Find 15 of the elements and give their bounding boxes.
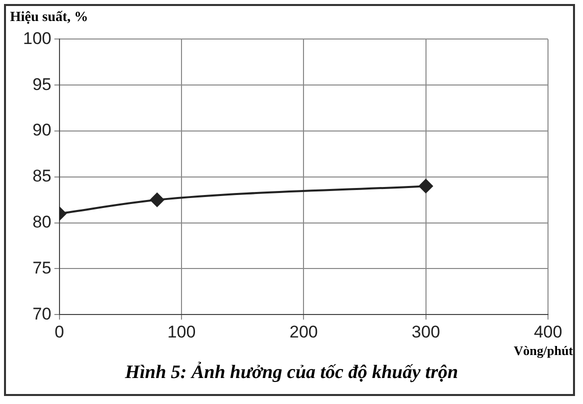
y-tick-label: 85 <box>32 166 52 186</box>
y-tick-label: 90 <box>32 120 52 140</box>
x-tick-label: 100 <box>167 322 196 342</box>
x-tick-label: 400 <box>534 322 562 342</box>
y-tick-label: 100 <box>22 28 52 48</box>
x-axis-title: Vòng/phút <box>514 343 573 359</box>
y-tick-label: 95 <box>32 74 52 94</box>
y-tick-label: 80 <box>32 212 52 232</box>
y-tick-label: 70 <box>32 304 52 324</box>
y-tick-label: 75 <box>32 258 52 278</box>
text: Hình 5: Ảnh hưởng của tốc độ khuấy trộn <box>124 362 460 384</box>
x-tick-label: 300 <box>412 322 440 342</box>
x-tick-label: 0 <box>54 322 64 342</box>
x-tick-label: 200 <box>289 322 318 342</box>
y-axis-title: Hiệu suất, % <box>10 10 88 26</box>
